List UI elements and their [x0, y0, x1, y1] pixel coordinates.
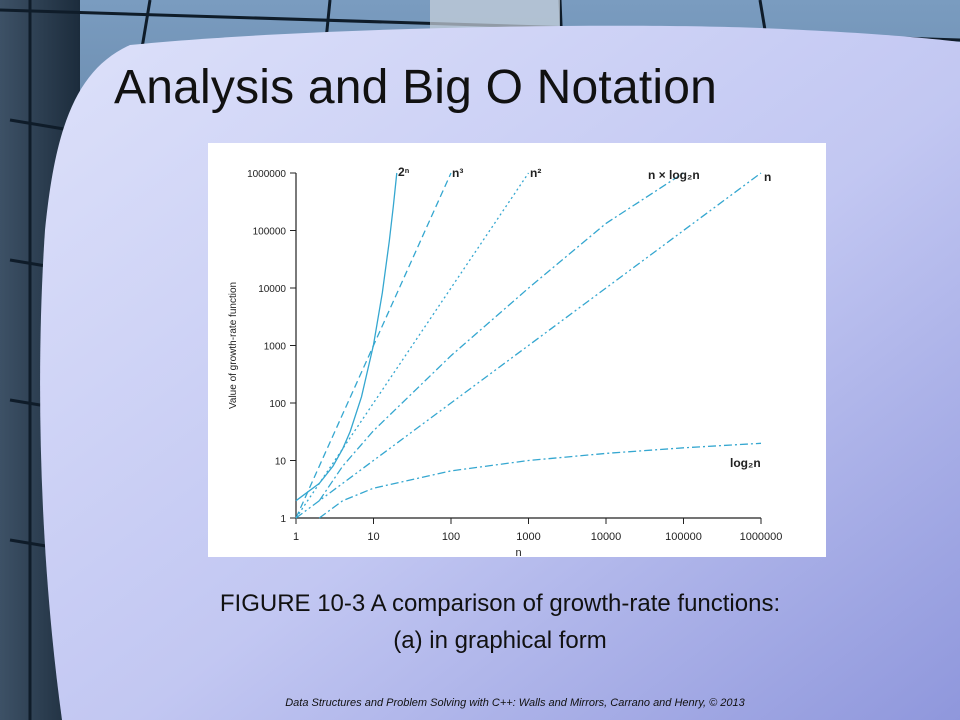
slide-footer: Data Structures and Problem Solving with…: [285, 697, 745, 709]
y-tick-label: 100: [269, 399, 286, 410]
y-tick-label: 1000: [264, 342, 287, 353]
figure-caption-line1: FIGURE 10-3 A comparison of growth-rate …: [219, 590, 781, 617]
series-line-2: [295, 172, 530, 519]
x-tick-label: 1: [293, 531, 299, 543]
y-axis-label: Value of growth-rate function: [228, 282, 239, 409]
series-line-5: [318, 442, 762, 519]
x-tick-label: 1000000: [740, 531, 783, 543]
y-tick-label: 1: [280, 514, 286, 525]
slide-title: Analysis and Big O Notation: [114, 61, 718, 114]
x-tick-label: 100: [442, 531, 460, 543]
y-tick-label: 10: [275, 457, 287, 468]
x-tick-label: 10: [367, 531, 379, 543]
series-line-4: [295, 172, 762, 519]
growth-rate-chart: 1 10 100 1000 10000 100000 1000000 1 10 100 1000 10…: [228, 165, 783, 559]
y-tick-label: 100000: [253, 227, 287, 238]
x-tick-label: 100000: [665, 531, 702, 543]
y-tick-label: 10000: [258, 284, 286, 295]
series-line-1: [295, 172, 452, 519]
chart-figure: 1 10 100 1000 10000 100000 1000000 1 10 100 1000 10…: [208, 143, 826, 559]
series-label: 2ⁿ: [398, 165, 410, 179]
series-label: log₂n: [730, 456, 761, 470]
series-label: n: [764, 170, 771, 184]
series-line-3: [318, 172, 684, 502]
series-label: n × log₂n: [648, 168, 700, 182]
series-label: n³: [452, 166, 463, 180]
series-line-0: [295, 172, 398, 502]
y-tick-label: 1000000: [247, 169, 286, 180]
x-tick-label: 10000: [591, 531, 622, 543]
x-tick-label: 1000: [516, 531, 540, 543]
figure-caption-line2: (a) in graphical form: [393, 627, 607, 654]
series-label: n²: [530, 166, 541, 180]
x-axis-label: n: [515, 547, 521, 557]
